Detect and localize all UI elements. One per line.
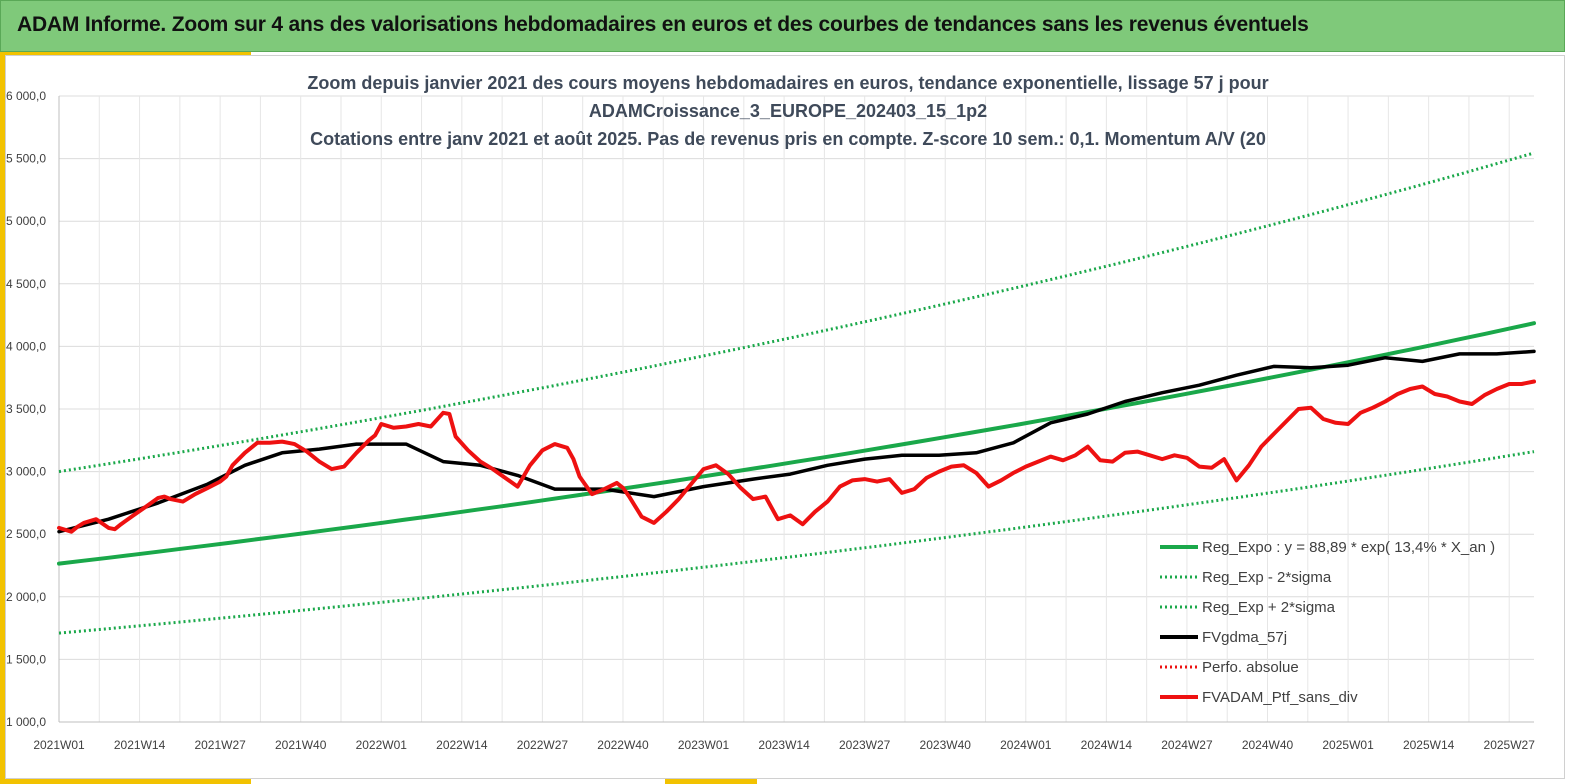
chart-title-line-2: ADAMCroissance_3_EUROPE_202403_15_1p2 <box>589 101 987 121</box>
chart-title: Zoom depuis janvier 2021 des cours moyen… <box>307 73 1268 149</box>
x-tick-label: 2022W14 <box>436 738 488 752</box>
chart-title-line-3: Cotations entre janv 2021 et août 2025. … <box>310 129 1266 149</box>
y-tick-label: 1 500,0 <box>6 652 46 666</box>
x-tick-label: 2024W27 <box>1161 738 1213 752</box>
legend-label: Reg_Expo : y = 88,89 * exp( 13,4% * X_an… <box>1202 539 1495 556</box>
y-tick-label: 1 000,0 <box>6 715 46 729</box>
y-tick-label: 3 500,0 <box>6 402 46 416</box>
y-tick-label: 3 000,0 <box>6 465 46 479</box>
x-tick-label: 2022W27 <box>517 738 569 752</box>
legend-label: Reg_Exp - 2*sigma <box>1202 569 1332 586</box>
y-tick-label: 2 000,0 <box>6 590 46 604</box>
x-tick-label: 2024W01 <box>1000 738 1052 752</box>
series-reg-exp-plus-2sigma <box>58 151 1535 474</box>
accent-bar-bottom <box>0 779 251 784</box>
y-tick-labels: 1 000,0 1 500,0 2 000,0 2 500,0 3 000,0 3 500… <box>6 89 46 729</box>
series <box>57 151 1536 635</box>
legend-label: FVgdma_57j <box>1202 629 1287 646</box>
series-reg-exp-minus-2sigma <box>58 450 1535 635</box>
y-tick-label: 5 000,0 <box>6 214 46 228</box>
chart-title-line-1: Zoom depuis janvier 2021 des cours moyen… <box>307 73 1268 93</box>
x-tick-label: 2022W01 <box>356 738 408 752</box>
y-tick-label: 4 500,0 <box>6 277 46 291</box>
banner-title: ADAM Informe. Zoom sur 4 ans des valoris… <box>17 13 1309 36</box>
x-tick-label: 2023W27 <box>839 738 891 752</box>
legend-label: FVADAM_Ptf_sans_div <box>1202 689 1358 706</box>
x-tick-label: 2025W14 <box>1403 738 1455 752</box>
series-reg-expo <box>57 321 1536 566</box>
x-tick-label: 2024W14 <box>1081 738 1133 752</box>
x-tick-label: 2024W40 <box>1242 738 1294 752</box>
x-tick-label: 2025W01 <box>1322 738 1374 752</box>
chart-frame <box>5 55 1565 779</box>
x-tick-label: 2021W14 <box>114 738 166 752</box>
accent-bar-top <box>5 52 251 56</box>
x-tick-label: 2023W40 <box>920 738 972 752</box>
x-tick-labels: 2021W01 2021W14 2021W27 2021W40 2022W01 2022W… <box>33 738 1535 752</box>
y-tick-label: 2 500,0 <box>6 527 46 541</box>
legend-label: Reg_Exp + 2*sigma <box>1202 599 1336 616</box>
x-tick-label: 2023W01 <box>678 738 730 752</box>
axes <box>58 96 1534 723</box>
x-tick-label: 2023W14 <box>758 738 810 752</box>
series-fvadam-ptf-sans-div <box>57 379 1536 534</box>
y-tick-label: 5 500,0 <box>6 152 46 166</box>
x-tick-label: 2022W40 <box>597 738 649 752</box>
accent-bar-bottom-2 <box>665 779 757 784</box>
x-tick-label: 2025W27 <box>1484 738 1536 752</box>
legend: Reg_Expo : y = 88,89 * exp( 13,4% * X_an… <box>1160 539 1495 706</box>
gridlines <box>59 95 1534 723</box>
x-tick-label: 2021W27 <box>194 738 246 752</box>
legend-label: Perfo. absolue <box>1202 659 1299 676</box>
y-tick-label: 6 000,0 <box>6 89 46 103</box>
header-banner: ADAM Informe. Zoom sur 4 ans des valoris… <box>0 0 1565 52</box>
accent-bar-left <box>0 52 5 784</box>
x-tick-label: 2021W40 <box>275 738 327 752</box>
x-tick-label: 2021W01 <box>33 738 85 752</box>
y-tick-label: 4 000,0 <box>6 339 46 353</box>
series-fvgdma-57j <box>57 349 1536 534</box>
